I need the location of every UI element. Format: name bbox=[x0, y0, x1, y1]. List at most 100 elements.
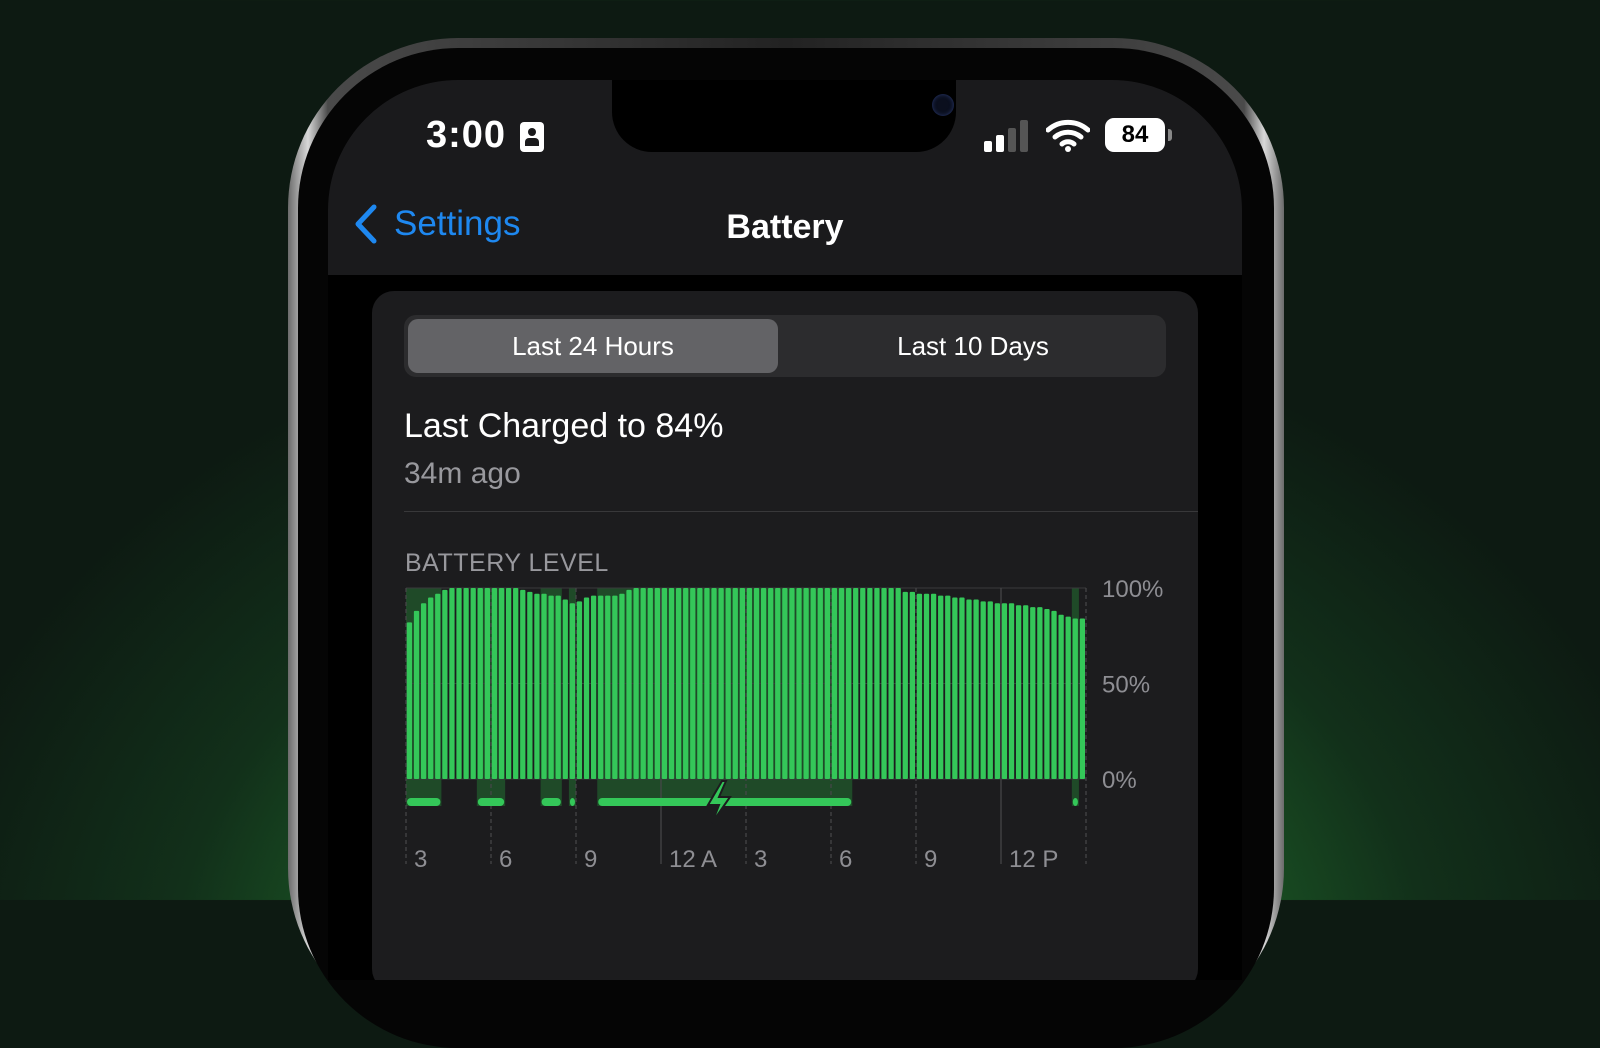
back-button[interactable]: Settings bbox=[354, 204, 520, 244]
battery-icon: 84 bbox=[1105, 118, 1172, 152]
battery-bar bbox=[753, 588, 760, 779]
x-tick-label: 3 bbox=[754, 846, 767, 873]
battery-bar bbox=[605, 595, 611, 779]
battery-bar bbox=[1058, 614, 1064, 779]
battery-bar bbox=[541, 593, 547, 779]
battery-bar bbox=[732, 588, 738, 779]
battery-bar bbox=[1001, 603, 1008, 779]
battery-bar bbox=[555, 595, 561, 779]
x-tick-label: 9 bbox=[924, 846, 937, 873]
battery-bar bbox=[711, 588, 717, 779]
x-tick-label: 12 P bbox=[1009, 846, 1058, 873]
battery-bar bbox=[916, 593, 923, 779]
battery-bar bbox=[704, 588, 710, 779]
charging-bolt-icon bbox=[706, 780, 732, 824]
divider bbox=[404, 511, 1198, 512]
y-tick-label: 0% bbox=[1102, 767, 1137, 794]
charging-bar bbox=[477, 798, 505, 806]
battery-bar bbox=[513, 588, 519, 779]
tab-last-10-days[interactable]: Last 10 Days bbox=[897, 331, 1049, 361]
battery-bar bbox=[881, 588, 887, 779]
battery-bar bbox=[789, 588, 795, 779]
x-tick-label: 12 A bbox=[669, 846, 717, 873]
battery-bar bbox=[470, 588, 476, 779]
battery-bar bbox=[569, 603, 575, 779]
battery-bar bbox=[1072, 618, 1078, 779]
battery-bar bbox=[1037, 607, 1043, 779]
charging-bar bbox=[541, 798, 561, 806]
battery-bar bbox=[633, 588, 639, 779]
battery-bar bbox=[973, 599, 979, 779]
charging-bar bbox=[407, 798, 441, 806]
wifi-icon bbox=[1046, 119, 1090, 152]
battery-bar bbox=[413, 610, 420, 779]
last-charged-time: 34m ago bbox=[404, 457, 521, 490]
battery-bar bbox=[838, 588, 845, 779]
battery-bar bbox=[1051, 610, 1057, 779]
battery-bar bbox=[534, 593, 540, 779]
battery-bar bbox=[1015, 605, 1022, 779]
charging-region bbox=[597, 588, 853, 806]
battery-bar bbox=[456, 588, 462, 779]
battery-bar bbox=[612, 595, 618, 779]
battery-bar bbox=[1079, 618, 1085, 779]
battery-bar bbox=[902, 591, 908, 779]
battery-bar bbox=[768, 588, 774, 779]
battery-bar bbox=[959, 597, 965, 779]
battery-bar bbox=[654, 588, 660, 779]
chevron-left-icon bbox=[355, 204, 377, 244]
battery-bar bbox=[831, 588, 838, 779]
cellular-signal-icon bbox=[984, 120, 1034, 152]
battery-bar bbox=[668, 588, 675, 779]
battery-bar bbox=[406, 622, 413, 779]
battery-bar bbox=[845, 588, 852, 779]
battery-bar bbox=[661, 588, 668, 779]
battery-bar bbox=[463, 588, 469, 779]
battery-bar bbox=[987, 601, 993, 779]
battery-bar bbox=[909, 591, 915, 779]
camera-icon bbox=[932, 94, 954, 116]
battery-bar bbox=[640, 588, 646, 779]
tab-last-24-hours[interactable]: Last 24 Hours bbox=[408, 319, 778, 373]
time-range-segmented-control: Last 24 Hours Last 10 Days bbox=[404, 315, 1166, 377]
battery-bar bbox=[824, 588, 830, 779]
battery-bar bbox=[867, 588, 873, 779]
battery-bar bbox=[945, 595, 951, 779]
battery-bar bbox=[895, 588, 901, 779]
charging-bar bbox=[1072, 798, 1078, 806]
phone-screen: 3:00 84 Settings Battery Last 24 Hours L… bbox=[328, 80, 1242, 980]
battery-bar bbox=[619, 593, 625, 779]
page-title: Battery bbox=[726, 208, 844, 246]
battery-bar bbox=[817, 588, 823, 779]
charging-bar bbox=[569, 798, 575, 806]
battery-bar bbox=[520, 589, 526, 779]
battery-bar bbox=[697, 588, 703, 779]
id-card-icon bbox=[520, 122, 544, 152]
battery-bar bbox=[860, 588, 866, 779]
battery-bar bbox=[675, 588, 682, 779]
x-tick-label: 6 bbox=[839, 846, 852, 873]
battery-bar bbox=[803, 588, 809, 779]
battery-bar bbox=[505, 588, 512, 779]
battery-bar bbox=[690, 588, 696, 779]
last-charged-title: Last Charged to 84% bbox=[404, 407, 724, 445]
status-time: 3:00 bbox=[426, 114, 507, 156]
battery-bar bbox=[760, 588, 767, 779]
battery-bar bbox=[796, 588, 802, 779]
battery-bar bbox=[1030, 607, 1036, 779]
battery-bar bbox=[598, 595, 604, 779]
battery-bar bbox=[449, 588, 455, 779]
battery-bar bbox=[782, 588, 788, 779]
battery-bar bbox=[527, 591, 533, 779]
y-tick-label: 100% bbox=[1102, 576, 1163, 603]
back-label: Settings bbox=[394, 204, 521, 243]
battery-bar bbox=[739, 588, 745, 779]
battery-bar bbox=[994, 603, 1000, 779]
battery-bar bbox=[980, 601, 986, 779]
battery-bar bbox=[548, 595, 554, 779]
battery-bar bbox=[576, 601, 583, 779]
battery-bar bbox=[683, 588, 689, 779]
battery-bar bbox=[562, 599, 568, 779]
battery-bar bbox=[966, 599, 972, 779]
battery-bar bbox=[428, 597, 434, 779]
